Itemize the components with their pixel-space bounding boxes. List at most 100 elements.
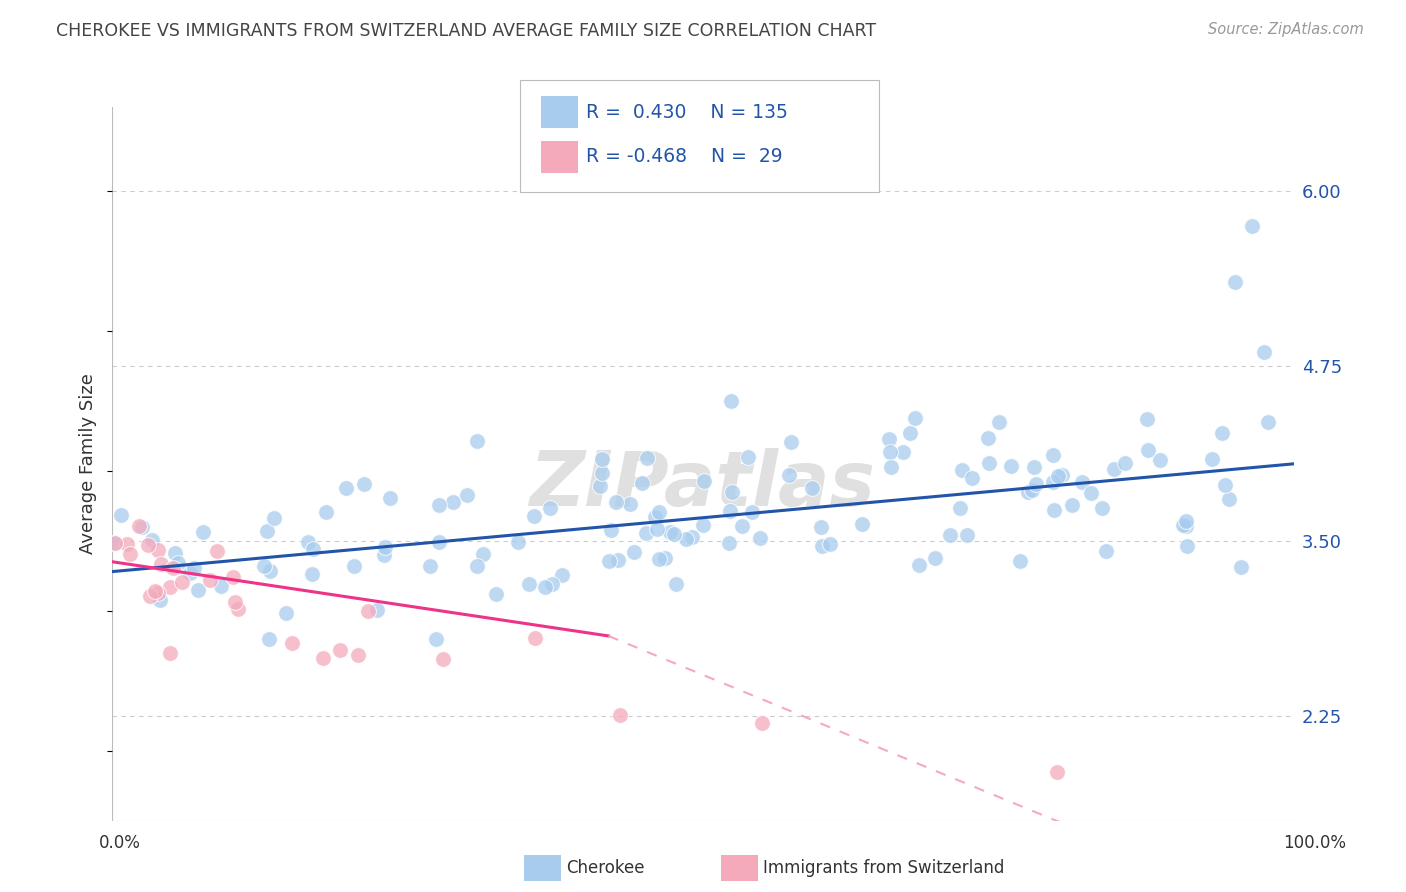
Point — [898, 426, 921, 441]
Point — [1025, 476, 1047, 491]
Point — [523, 508, 546, 523]
Point — [619, 497, 641, 511]
Point — [1201, 451, 1223, 466]
Point — [138, 538, 160, 552]
Point — [1000, 459, 1022, 474]
Point — [592, 466, 614, 480]
Point — [551, 568, 574, 582]
Point — [592, 452, 614, 467]
Point — [1095, 544, 1118, 558]
Point — [276, 607, 298, 621]
Point — [143, 583, 166, 598]
Point — [589, 479, 612, 493]
Point — [198, 573, 221, 587]
Point — [1071, 475, 1094, 489]
Point — [103, 535, 125, 549]
Point — [1010, 554, 1032, 568]
Text: R = -0.468    N =  29: R = -0.468 N = 29 — [586, 147, 783, 167]
Point — [1241, 219, 1264, 233]
Point — [908, 558, 931, 573]
Point — [373, 548, 395, 562]
Point — [1022, 460, 1045, 475]
Point — [1218, 491, 1240, 506]
Y-axis label: Average Family Size: Average Family Size — [79, 374, 97, 554]
Point — [692, 518, 714, 533]
Point — [956, 528, 979, 542]
Point — [675, 532, 697, 546]
Point — [851, 516, 873, 531]
Point — [226, 602, 249, 616]
Point — [1223, 275, 1246, 289]
Point — [801, 481, 824, 495]
Point — [380, 491, 402, 506]
Point — [630, 476, 652, 491]
Point — [472, 547, 495, 561]
Point — [150, 557, 173, 571]
Point — [139, 589, 162, 603]
Point — [605, 495, 627, 509]
Point — [149, 592, 172, 607]
Point — [187, 582, 209, 597]
Point — [519, 577, 541, 591]
Point — [623, 544, 645, 558]
Point — [335, 481, 357, 495]
Point — [191, 524, 214, 539]
Point — [366, 603, 388, 617]
Point — [179, 566, 201, 581]
Point — [948, 500, 970, 515]
Point — [1253, 345, 1275, 359]
Point — [778, 468, 800, 483]
Point — [110, 508, 132, 522]
Point — [485, 587, 508, 601]
Point — [211, 579, 233, 593]
Point — [465, 559, 488, 574]
Point — [205, 544, 228, 558]
Point — [1213, 478, 1236, 492]
Point — [465, 434, 488, 449]
Text: R =  0.430    N = 135: R = 0.430 N = 135 — [586, 103, 789, 122]
Point — [891, 445, 914, 459]
Point — [1017, 485, 1039, 500]
Point — [1042, 448, 1064, 462]
Point — [427, 498, 450, 512]
Point — [353, 477, 375, 491]
Point — [962, 471, 984, 485]
Point — [301, 567, 323, 582]
Point — [939, 528, 962, 542]
Point — [427, 534, 450, 549]
Point — [167, 557, 190, 571]
Point — [780, 434, 803, 449]
Point — [253, 558, 276, 573]
Point — [648, 552, 671, 566]
Point — [538, 501, 561, 516]
Point — [645, 522, 668, 536]
Point — [441, 494, 464, 508]
Point — [312, 650, 335, 665]
Point — [1175, 515, 1198, 529]
Text: Immigrants from Switzerland: Immigrants from Switzerland — [763, 859, 1005, 877]
Point — [297, 535, 319, 549]
Point — [523, 631, 546, 645]
Point — [418, 559, 440, 574]
Point — [810, 519, 832, 533]
Point — [751, 715, 773, 730]
Point — [1211, 426, 1233, 441]
Point — [128, 518, 150, 533]
Point — [263, 511, 285, 525]
Point — [329, 643, 352, 657]
Point — [159, 580, 181, 594]
Text: Source: ZipAtlas.com: Source: ZipAtlas.com — [1208, 22, 1364, 37]
Text: ZIPatlas: ZIPatlas — [530, 449, 876, 522]
Point — [718, 536, 741, 550]
Point — [257, 632, 280, 646]
Point — [654, 550, 676, 565]
Point — [1104, 462, 1126, 476]
Point — [924, 551, 946, 566]
Point — [141, 533, 163, 547]
Text: 0.0%: 0.0% — [98, 834, 141, 852]
Point — [741, 506, 763, 520]
Point — [1091, 500, 1114, 515]
Point — [1080, 486, 1102, 500]
Point — [718, 504, 741, 518]
Point — [170, 574, 193, 589]
